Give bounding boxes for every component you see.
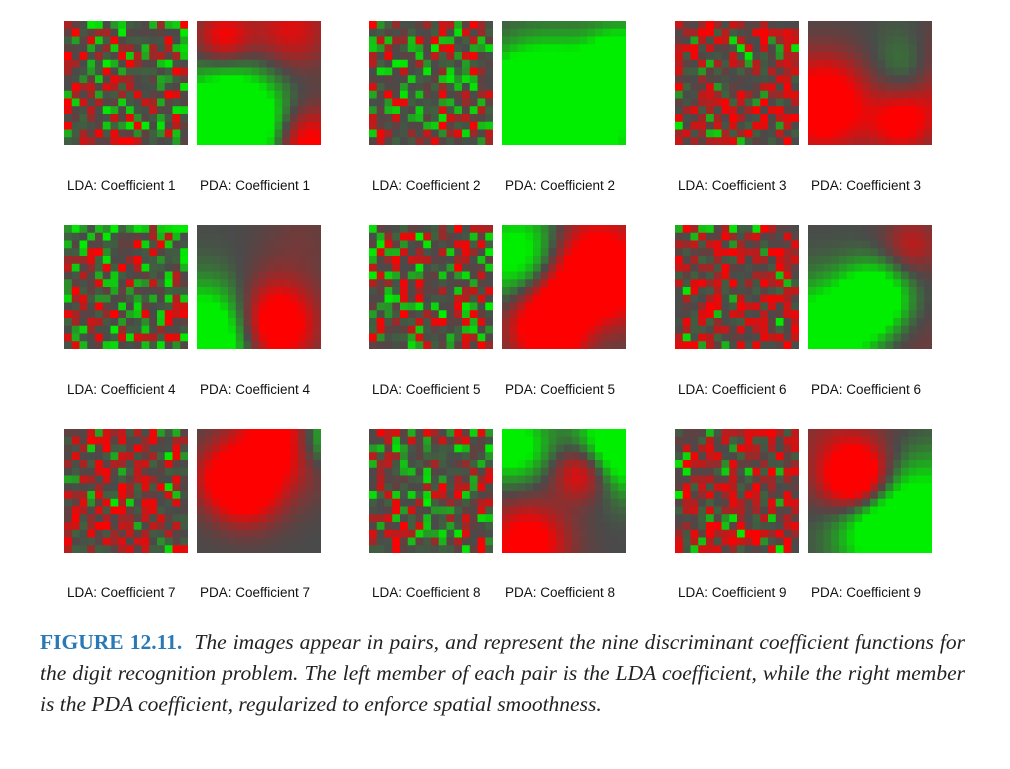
lda-coefficient-5-image bbox=[369, 225, 493, 349]
pda-heatmap bbox=[502, 429, 626, 553]
lda-heatmap bbox=[369, 225, 493, 349]
pda-coefficient-2-image bbox=[502, 21, 626, 145]
pda-coefficient-5-image bbox=[502, 225, 626, 349]
pda-coefficient-7-label: PDA: Coefficient 7 bbox=[200, 585, 311, 600]
pda-heatmap bbox=[502, 21, 626, 145]
lda-heatmap bbox=[64, 225, 188, 349]
pda-coefficient-1-label: PDA: Coefficient 1 bbox=[200, 178, 311, 193]
lda-coefficient-2-label: LDA: Coefficient 2 bbox=[372, 178, 481, 193]
pda-coefficient-8-image bbox=[502, 429, 626, 553]
pda-coefficient-5-label: PDA: Coefficient 5 bbox=[505, 382, 616, 397]
lda-coefficient-7-label: LDA: Coefficient 7 bbox=[67, 585, 176, 600]
figure-number: FIGURE 12.11. bbox=[40, 630, 183, 654]
lda-coefficient-9-label: LDA: Coefficient 9 bbox=[678, 585, 787, 600]
lda-coefficient-6-image bbox=[675, 225, 799, 349]
pda-coefficient-7-image bbox=[197, 429, 321, 553]
lda-coefficient-8-image bbox=[369, 429, 493, 553]
lda-heatmap bbox=[675, 225, 799, 349]
lda-coefficient-4-image bbox=[64, 225, 188, 349]
pda-coefficient-4-image bbox=[197, 225, 321, 349]
lda-coefficient-4-label: LDA: Coefficient 4 bbox=[67, 382, 176, 397]
pda-heatmap bbox=[808, 429, 932, 553]
pda-heatmap bbox=[197, 225, 321, 349]
pda-coefficient-3-label: PDA: Coefficient 3 bbox=[811, 178, 922, 193]
lda-coefficient-3-label: LDA: Coefficient 3 bbox=[678, 178, 787, 193]
caption-text: The images appear in pairs, and represen… bbox=[40, 630, 966, 716]
lda-heatmap bbox=[64, 21, 188, 145]
pda-coefficient-9-label: PDA: Coefficient 9 bbox=[811, 585, 922, 600]
lda-heatmap bbox=[369, 21, 493, 145]
pda-heatmap bbox=[197, 21, 321, 145]
pda-heatmap bbox=[197, 429, 321, 553]
lda-coefficient-5-label: LDA: Coefficient 5 bbox=[372, 382, 481, 397]
figure-caption: FIGURE 12.11. The images appear in pairs… bbox=[40, 627, 965, 720]
lda-coefficient-9-image bbox=[675, 429, 799, 553]
pda-coefficient-4-label: PDA: Coefficient 4 bbox=[200, 382, 311, 397]
pda-coefficient-6-label: PDA: Coefficient 6 bbox=[811, 382, 922, 397]
lda-coefficient-2-image bbox=[369, 21, 493, 145]
lda-heatmap bbox=[675, 429, 799, 553]
pda-coefficient-3-image bbox=[808, 21, 932, 145]
pda-coefficient-8-label: PDA: Coefficient 8 bbox=[505, 585, 616, 600]
lda-coefficient-1-image bbox=[64, 21, 188, 145]
lda-coefficient-1-label: LDA: Coefficient 1 bbox=[67, 178, 176, 193]
pda-heatmap bbox=[502, 225, 626, 349]
lda-coefficient-3-image bbox=[675, 21, 799, 145]
pda-heatmap bbox=[808, 21, 932, 145]
lda-coefficient-6-label: LDA: Coefficient 6 bbox=[678, 382, 787, 397]
pda-coefficient-6-image bbox=[808, 225, 932, 349]
pda-coefficient-9-image bbox=[808, 429, 932, 553]
lda-heatmap bbox=[369, 429, 493, 553]
lda-coefficient-7-image bbox=[64, 429, 188, 553]
lda-heatmap bbox=[675, 21, 799, 145]
lda-coefficient-8-label: LDA: Coefficient 8 bbox=[372, 585, 481, 600]
pda-heatmap bbox=[808, 225, 932, 349]
pda-coefficient-2-label: PDA: Coefficient 2 bbox=[505, 178, 616, 193]
lda-heatmap bbox=[64, 429, 188, 553]
pda-coefficient-1-image bbox=[197, 21, 321, 145]
